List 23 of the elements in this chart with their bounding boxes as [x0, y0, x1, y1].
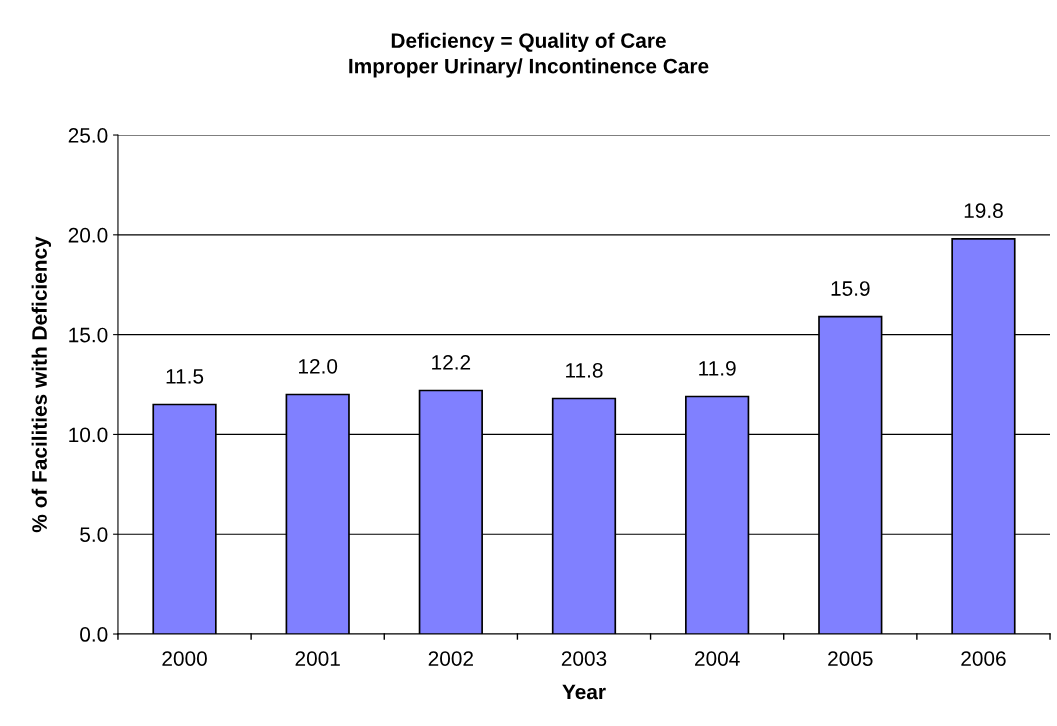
- x-tick-label: 2001: [295, 651, 340, 666]
- y-tick-label: 10.0: [69, 427, 108, 443]
- y-tick-label: 20.0: [68, 227, 108, 243]
- x-tick-label: 2006: [961, 651, 1006, 666]
- chart-title: Deficiency = Quality of Care Improper Urinary/ Incontinence Care: [349, 32, 709, 78]
- data-label: 15.9: [831, 281, 870, 296]
- x-tick-label: 2000: [162, 651, 207, 666]
- data-label: 19.8: [964, 203, 1003, 219]
- data-label: 11.8: [566, 362, 603, 378]
- x-tick-label: 2002: [428, 651, 473, 666]
- y-tick-label: 15.0: [69, 327, 108, 343]
- y-tick-label: 5.0: [80, 527, 108, 542]
- data-label: 11.9: [699, 360, 736, 376]
- x-tick-label: 2004: [695, 651, 740, 666]
- data-label: 11.5: [166, 369, 204, 384]
- y-axis-title: % of Facilities with Deficiency: [31, 236, 52, 533]
- x-tick-label: 2003: [561, 651, 607, 666]
- data-label: 12.0: [299, 358, 338, 374]
- x-tick-label: 2005: [828, 651, 873, 666]
- y-tick-label: 0.0: [80, 627, 108, 642]
- y-tick-label: 25.0: [68, 128, 108, 143]
- data-label: 12.2: [432, 354, 471, 370]
- x-axis-title: Year: [562, 684, 606, 700]
